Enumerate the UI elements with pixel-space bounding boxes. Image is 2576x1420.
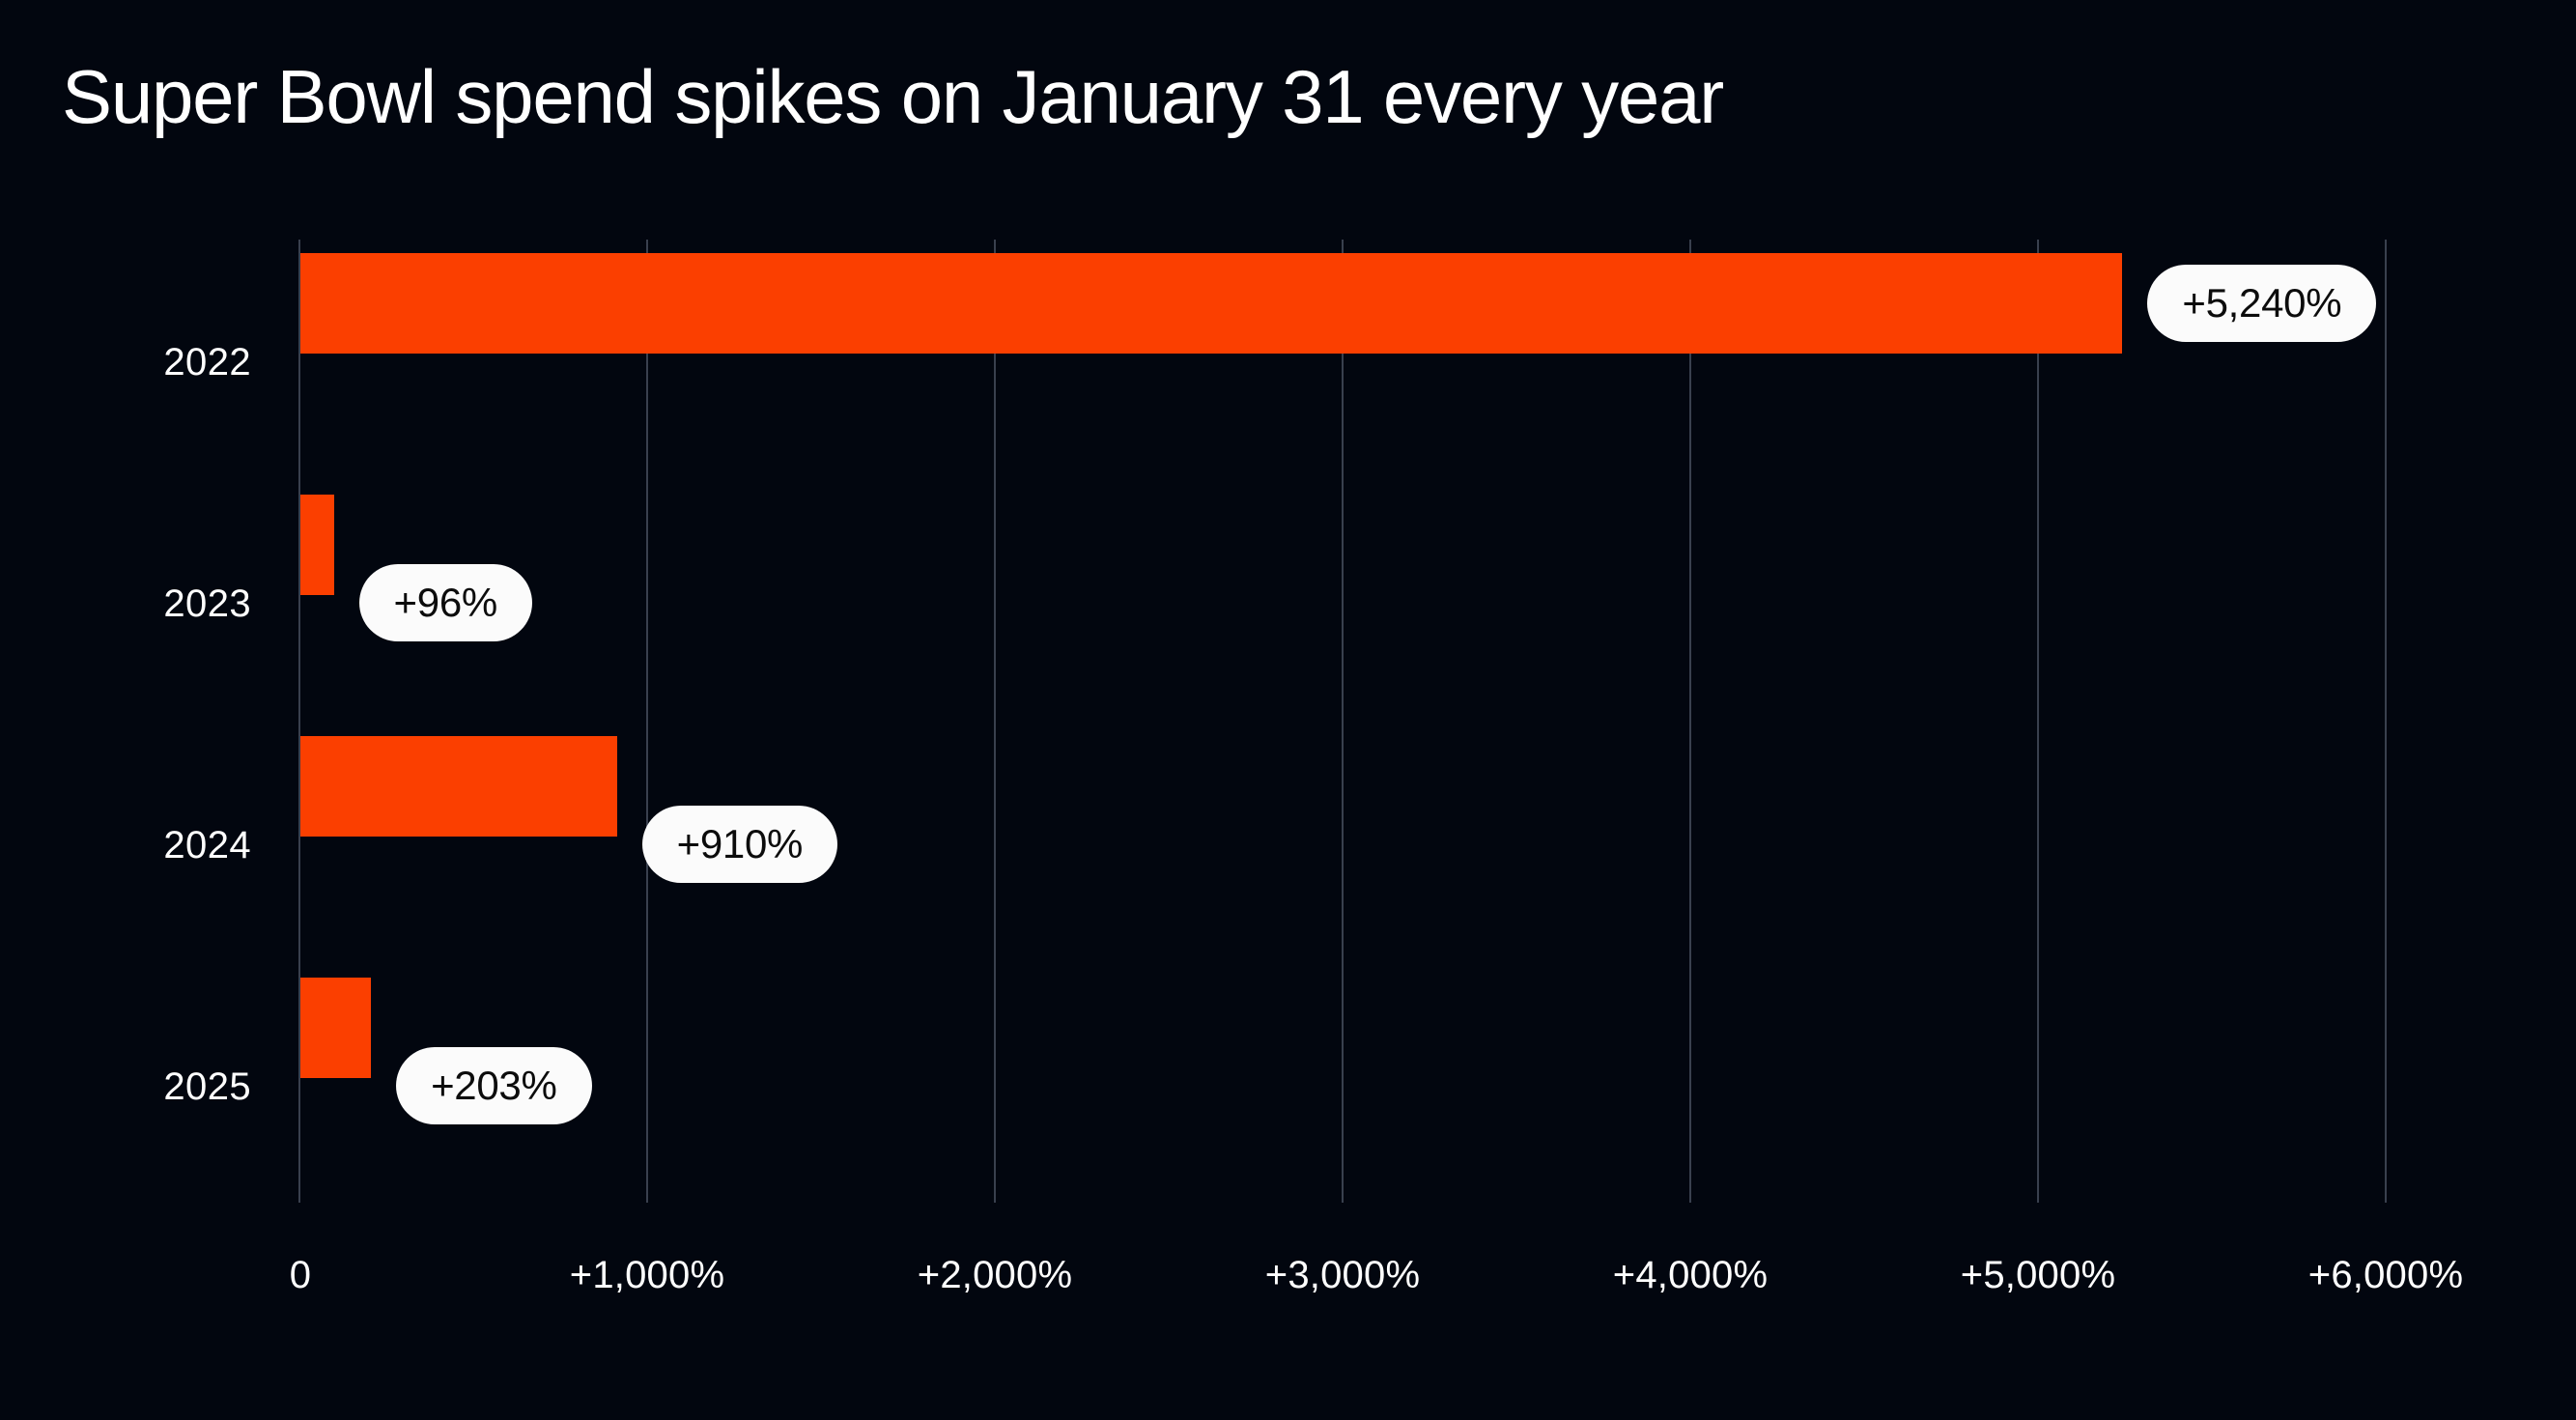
- y-tick-label: 2024: [163, 824, 251, 866]
- value-label-2025: +203%: [396, 1047, 592, 1124]
- value-label-2022: +5,240%: [2147, 265, 2377, 342]
- x-tick-label: +6,000%: [2307, 1254, 2464, 1296]
- x-tick-label: +1,000%: [569, 1254, 725, 1296]
- y-tick-label: 2023: [163, 582, 251, 625]
- page-title: Super Bowl spend spikes on January 31 ev…: [62, 54, 1724, 139]
- x-tick-label: +4,000%: [1612, 1254, 1769, 1296]
- gridline-1000: [646, 240, 648, 1203]
- value-label-2024: +910%: [641, 806, 838, 883]
- x-tick-label: +2,000%: [917, 1254, 1073, 1296]
- x-tick-label: 0: [289, 1254, 312, 1296]
- gridline-6000: [2385, 240, 2387, 1203]
- gridline-5000: [2037, 240, 2039, 1203]
- bar-2023[interactable]: [300, 495, 334, 595]
- gridline-0: [298, 240, 300, 1203]
- gridline-2000: [994, 240, 996, 1203]
- bar-2025[interactable]: [300, 978, 372, 1078]
- bar-2024[interactable]: [300, 736, 617, 837]
- value-label-2023: +96%: [358, 564, 532, 641]
- x-tick-label: +3,000%: [1264, 1254, 1421, 1296]
- gridline-3000: [1342, 240, 1344, 1203]
- bar-2022[interactable]: [300, 253, 2123, 354]
- y-tick-label: 2022: [163, 341, 251, 383]
- y-tick-label: 2025: [163, 1065, 251, 1108]
- x-tick-label: +5,000%: [1960, 1254, 2116, 1296]
- gridline-4000: [1689, 240, 1691, 1203]
